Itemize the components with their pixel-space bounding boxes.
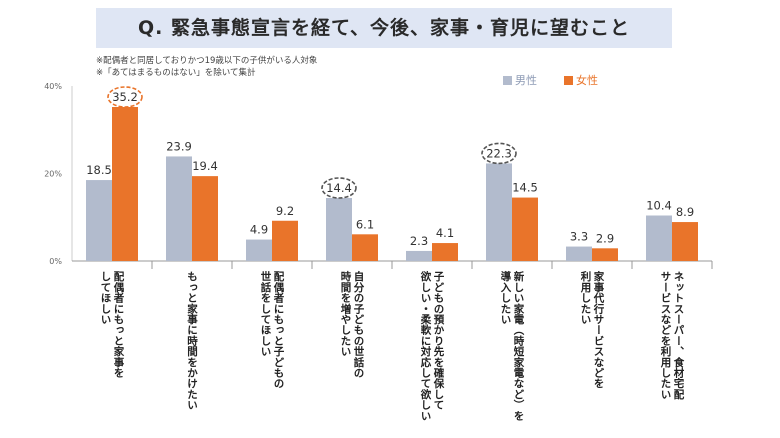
category-label: 利用したい [580, 270, 592, 324]
data-label-female: 8.9 [676, 205, 694, 219]
bar-male [486, 163, 512, 261]
legend-female: 女性 [564, 72, 598, 88]
category-label: 新しい家電（時短家電など）を [513, 270, 525, 421]
category-label: 導入したい [500, 270, 512, 324]
bar-male [86, 180, 112, 261]
category-label: 家事代行サービスなどを [593, 270, 605, 388]
chart-title: Q. 緊急事態宣言を経て、今後、家事・育児に望むこと [137, 17, 631, 39]
category-label: 配偶者にもっと子どもの [273, 271, 285, 389]
data-label-male: 3.3 [570, 230, 588, 244]
note-2: ※「あてはまるものはない」を除いて集計 [96, 68, 256, 78]
data-label-female: 2.9 [596, 231, 614, 245]
bar-female [112, 107, 138, 261]
category-label: 世話をしてほしい [260, 270, 272, 356]
bar-female [432, 243, 458, 261]
data-label-female: 14.5 [512, 181, 538, 195]
bar-male [646, 215, 672, 261]
category-label: ネットスーパー、食材宅配 [673, 271, 685, 400]
data-label-female: 9.2 [276, 204, 294, 218]
bar-female [512, 197, 538, 261]
highlight-circle [107, 86, 143, 108]
y-tick-label: 0% [49, 257, 62, 266]
bar-female [192, 176, 218, 261]
category-label: してほしい [100, 271, 112, 325]
highlight-circle [321, 177, 357, 199]
data-label-male: 18.5 [86, 163, 112, 177]
category-label: 自分の子どもの世話の [353, 270, 365, 378]
bar-male [326, 198, 352, 261]
data-label-male: 10.4 [646, 199, 672, 213]
bar-male [566, 246, 592, 261]
y-tick-label: 20% [44, 170, 62, 179]
highlight-circle [481, 142, 517, 165]
bar-male [246, 239, 272, 261]
bar-female [672, 222, 698, 261]
category-label: もっと家事に時間をかけたい [186, 271, 198, 410]
data-label-male: 22.3 [486, 146, 512, 160]
data-label-male: 14.4 [326, 181, 352, 195]
note-1: ※配偶者と同居しておりかつ19歳以下の子供がいる人対象 [96, 56, 318, 66]
category-label: サービスなどを利用したい [660, 271, 672, 399]
bar-female [272, 220, 298, 261]
legend-male-swatch [503, 75, 512, 85]
data-label-female: 4.1 [436, 226, 454, 240]
bar-female [352, 234, 378, 261]
legend-female-label: 女性 [576, 74, 598, 87]
bar-male [166, 156, 192, 261]
bar-male [406, 250, 432, 261]
legend-male: 男性 [503, 72, 537, 88]
data-label-female: 35.2 [112, 90, 138, 104]
data-label-male: 2.3 [410, 234, 428, 248]
data-label-male: 23.9 [166, 139, 192, 153]
category-label: 配偶者にもっと家事を [113, 271, 125, 378]
y-tick-label: 40% [44, 82, 62, 91]
title-band [96, 8, 672, 48]
legend-female-swatch [564, 75, 573, 85]
data-label-male: 4.9 [250, 223, 268, 237]
bar-female [592, 248, 618, 261]
legend-male-label: 男性 [515, 74, 537, 87]
category-label: 時間を増やしたい [340, 270, 352, 356]
category-label: 子どもの預かり先を確保して [433, 271, 445, 410]
data-label-female: 19.4 [192, 159, 218, 173]
data-label-female: 6.1 [356, 217, 374, 231]
category-label: 欲しい・柔軟に対応して欲しい [420, 270, 432, 421]
